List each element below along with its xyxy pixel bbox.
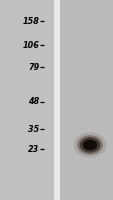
Bar: [59, 107, 113, 113]
Ellipse shape: [82, 140, 96, 150]
Bar: [59, 140, 113, 147]
Text: 79: 79: [28, 62, 39, 72]
Bar: [0, 0, 54, 200]
Bar: [59, 60, 113, 67]
Bar: [59, 67, 113, 73]
Bar: [59, 193, 113, 200]
Bar: [59, 73, 113, 80]
Bar: [59, 53, 113, 60]
Ellipse shape: [77, 135, 102, 155]
Bar: [59, 180, 113, 187]
Bar: [59, 127, 113, 133]
Text: 158: 158: [22, 17, 39, 25]
Bar: [59, 100, 113, 107]
Bar: [59, 147, 113, 153]
Text: 106: 106: [22, 40, 39, 49]
Bar: [59, 113, 113, 120]
Bar: [59, 27, 113, 33]
Bar: [59, 0, 113, 7]
Bar: [59, 40, 113, 47]
Bar: [59, 133, 113, 140]
Bar: [59, 167, 113, 173]
Bar: [59, 187, 113, 193]
Text: 48: 48: [28, 98, 39, 106]
Bar: [54, 0, 59, 200]
Bar: [59, 153, 113, 160]
Text: 23: 23: [28, 144, 39, 154]
Bar: [59, 0, 113, 200]
Bar: [59, 20, 113, 27]
Bar: [59, 13, 113, 20]
Bar: [59, 7, 113, 13]
Bar: [59, 80, 113, 87]
Ellipse shape: [73, 132, 106, 158]
Bar: [59, 87, 113, 93]
Text: 35: 35: [28, 124, 39, 134]
Bar: [59, 47, 113, 53]
Ellipse shape: [79, 137, 99, 153]
Bar: [59, 33, 113, 40]
Bar: [59, 160, 113, 167]
Bar: [59, 120, 113, 127]
Bar: [59, 173, 113, 180]
Bar: [59, 93, 113, 100]
